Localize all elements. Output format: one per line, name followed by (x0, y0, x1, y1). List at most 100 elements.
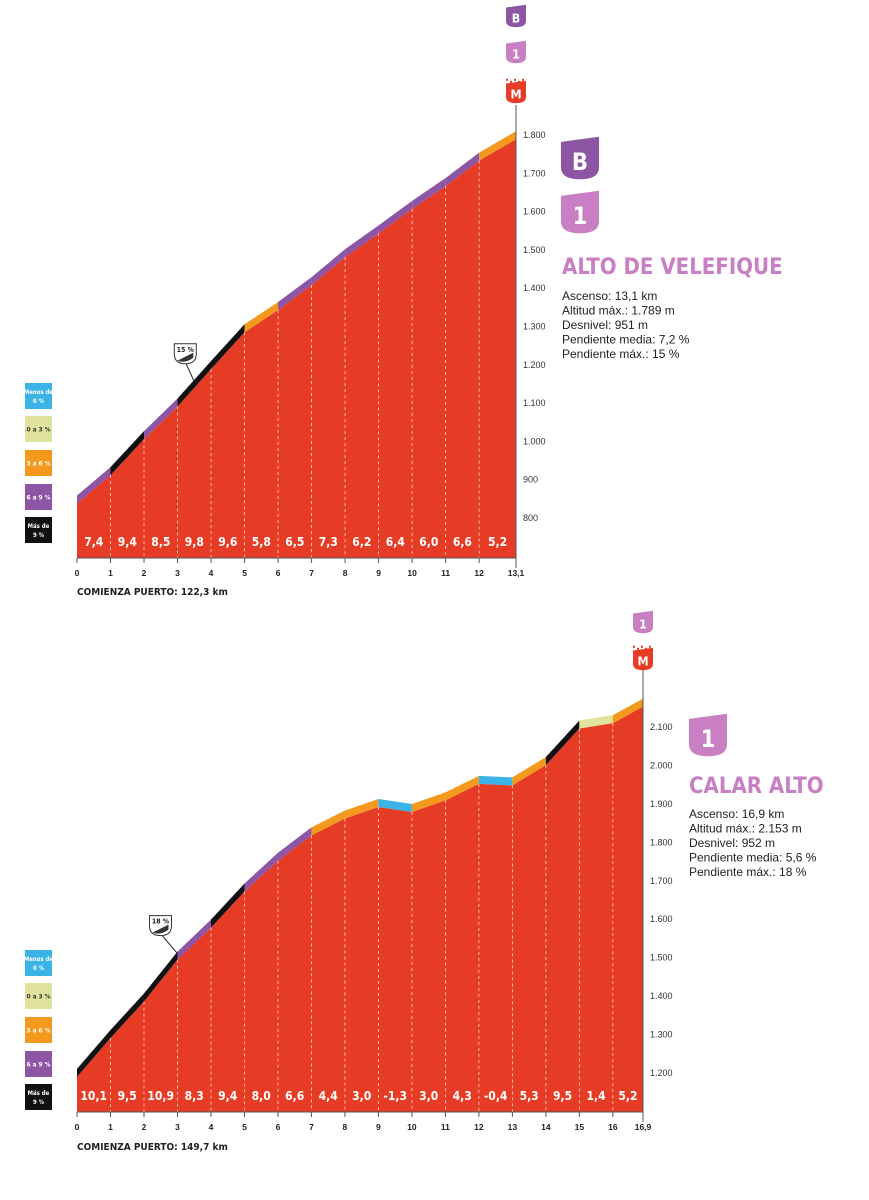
gradient-label: -1,3 (383, 1089, 407, 1103)
category-badge-m-icon: M (506, 78, 526, 104)
gradient-band-km-3 (177, 919, 211, 960)
elevation-profile-chart: 10,1 9,5 10,9 8,3 9,4 8,0 6,6 4,4 3,0 -1,3 3,0 4,3-… (24, 610, 824, 1153)
max-gradient-label: 18 % (152, 918, 170, 926)
gradient-label: 8,3 (185, 1089, 204, 1103)
category-badge-m-icon: M (633, 645, 653, 671)
gradient-band-km-2 (144, 398, 178, 440)
max-gradient-marker-icon (148, 915, 172, 937)
x-tick-label: 11 (441, 1122, 450, 1132)
climb-stat: Pendiente máx.: 15 % (562, 347, 680, 361)
y-tick-label: 1.500 (523, 245, 546, 255)
marker-slope (177, 352, 194, 362)
y-tick-label: 1.900 (650, 799, 673, 809)
badge-shape (689, 713, 727, 757)
climb-title: CALAR ALTO (689, 774, 824, 799)
legend-swatch (25, 416, 52, 442)
gradient-label: 9,4 (118, 535, 138, 549)
climb-stat: Altitud máx.: 1.789 m (562, 304, 675, 318)
x-tick-label: 4 (209, 568, 214, 578)
category-badge-1-icon: 1 (689, 713, 727, 757)
legend-swatch (25, 1017, 52, 1043)
badge-letter: B (512, 10, 521, 25)
legend-swatch (25, 383, 52, 409)
max-gradient-pointer (160, 933, 178, 954)
x-tick-label: 7 (309, 568, 314, 578)
gradient-band-km-1 (110, 431, 145, 476)
gradient-band-km-8 (344, 798, 379, 819)
x-tick-label: 1 (108, 568, 113, 578)
badge-shape (506, 40, 526, 64)
category-badge-b-icon: B (506, 4, 526, 28)
gradient-label: 7,4 (84, 535, 104, 549)
climb-stat: Ascenso: 16,9 km (689, 807, 784, 821)
gradient-label: 6,0 (419, 535, 438, 549)
badge-letter: 1 (512, 46, 520, 61)
gradient-band-km-9 (378, 200, 413, 234)
elevation-profile-chart: 7,4 9,4 8,5 9,8 9,6 5,8 6,5 7,3 6,2 6,4 6,0 6,6 5,2 8… (24, 4, 783, 598)
gradient-label: 9,8 (185, 535, 204, 549)
legend-swatch (25, 1051, 52, 1077)
legend-swatch (25, 484, 52, 510)
badge-letter: 1 (701, 725, 716, 753)
legend-label: 6 a 9 % (26, 1061, 50, 1069)
x-tick-label: 16,9 (635, 1122, 652, 1132)
gradient-label: 6,5 (285, 535, 304, 549)
gradient-band-km-9 (378, 798, 412, 812)
y-tick-label: 1.500 (650, 953, 673, 963)
start-label: COMIENZA PUERTO: 149,7 km (77, 1142, 228, 1153)
x-tick-label: 10 (407, 568, 417, 578)
max-gradient-pointer (184, 361, 195, 382)
badge-shape (561, 190, 599, 234)
x-tick-label: 9 (376, 1122, 381, 1132)
gradient-label: -0,4 (484, 1089, 508, 1103)
gradient-band-km-3 (177, 361, 212, 407)
y-tick-label: 1.000 (523, 436, 546, 446)
gradient-label: 6,6 (453, 535, 472, 549)
y-tick-label: 1.200 (650, 1068, 673, 1078)
y-tick-label: 1.700 (523, 168, 546, 178)
gradient-label: 5,2 (488, 535, 507, 549)
legend-label: 9 % (33, 1099, 45, 1106)
climb-stat: Pendiente media: 7,2 % (562, 333, 690, 347)
gradient-band-km-15 (579, 715, 613, 729)
y-tick-label: 1.400 (523, 283, 546, 293)
x-tick-label: 2 (142, 1122, 147, 1132)
legend-label: 0 % (33, 965, 45, 972)
badge-letter: M (510, 86, 521, 101)
x-tick-label: 7 (309, 1122, 314, 1132)
badge-shape (633, 647, 653, 671)
y-tick-label: 2.100 (650, 722, 673, 732)
climb-stat: Ascenso: 13,1 km (562, 289, 657, 303)
gradient-band-km-14 (545, 720, 580, 766)
gradient-band-km-5 (244, 852, 278, 892)
badge-letter: B (572, 148, 588, 176)
legend-label: Menos de (24, 389, 54, 396)
gradient-label: 6,4 (386, 535, 406, 549)
legend-swatch (25, 450, 52, 476)
gradient-band-km-0 (77, 467, 111, 504)
legend-label: 6 a 9 % (26, 494, 50, 502)
legend-label: Más de (28, 523, 50, 530)
x-tick-label: 14 (541, 1122, 551, 1132)
x-tick-label: 0 (75, 568, 80, 578)
gradient-label: 8,0 (252, 1089, 271, 1103)
x-tick-label: 0 (75, 1122, 80, 1132)
y-tick-label: 1.800 (650, 837, 673, 847)
x-tick-label: 3 (175, 568, 180, 578)
legend-swatch (25, 517, 52, 543)
x-tick-label: 5 (242, 1122, 247, 1132)
gradient-label: 6,2 (352, 535, 371, 549)
legend-label: 3 a 6 % (26, 1027, 50, 1035)
gradient-band-km-10 (411, 792, 446, 812)
gradient-band-km-11 (445, 152, 480, 186)
gradient-band-km-16 (612, 698, 643, 724)
gradient-label: 6,6 (285, 1089, 304, 1103)
x-tick-label: 13 (508, 1122, 518, 1132)
y-tick-label: 1.600 (523, 207, 546, 217)
gradient-band-km-11 (445, 775, 479, 801)
x-tick-label: 8 (343, 1122, 348, 1132)
x-tick-label: 1 (108, 1122, 113, 1132)
y-tick-label: 1.300 (523, 322, 546, 332)
x-tick-label: 16 (608, 1122, 618, 1132)
gradient-label: 9,6 (218, 535, 237, 549)
